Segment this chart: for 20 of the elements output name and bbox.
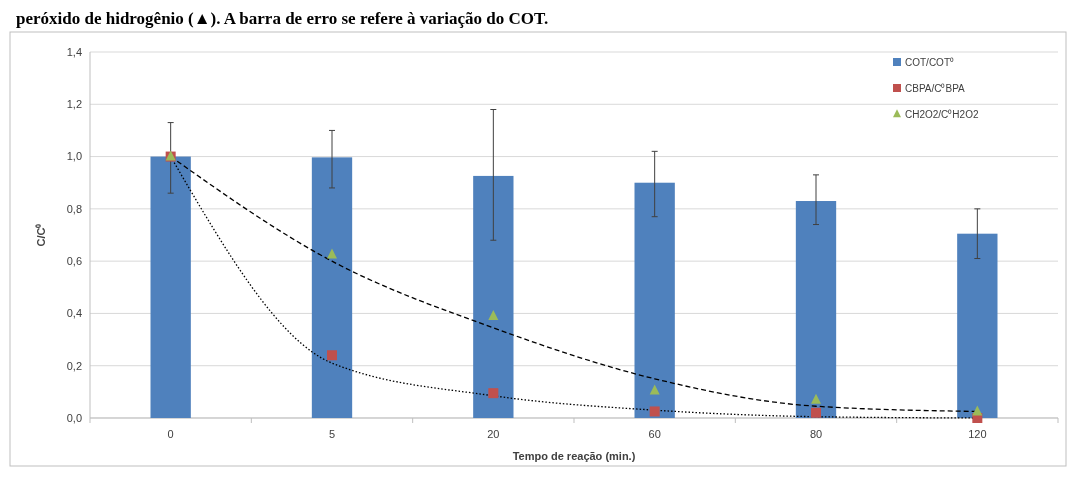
y-axis-title: C/C⁰: [35, 223, 47, 247]
x-tick-label: 5: [328, 428, 336, 440]
y-tick-label: 1,4: [66, 45, 82, 58]
y-tick-label: 1,2: [66, 98, 82, 111]
y-tick-label: 0,4: [66, 307, 82, 320]
y-tick-label: 0,2: [66, 359, 82, 372]
x-tick-label: 120: [968, 428, 987, 440]
y-tick-label: 0,6: [66, 254, 82, 267]
x-tick-label: 60: [648, 428, 661, 440]
legend-label: CBPA/C⁰BPA: [905, 82, 966, 94]
x-tick-label: 80: [809, 428, 823, 440]
chart-title: peróxido de hidrogênio (▲). A barra de erro se refere à variação do COT.: [16, 9, 549, 28]
x-tick-label: 20: [487, 428, 500, 440]
y-tick-label: 1,0: [66, 150, 82, 163]
legend-label: CH2O2/C⁰H2O2: [905, 108, 979, 120]
x-tick-label: 0: [167, 428, 174, 440]
legend-label: COT/COT⁰: [905, 56, 954, 68]
x-axis-title: Tempo de reação (min.): [512, 450, 636, 462]
y-tick-label: 0,8: [66, 202, 82, 215]
y-tick-label: 0,0: [66, 411, 82, 424]
